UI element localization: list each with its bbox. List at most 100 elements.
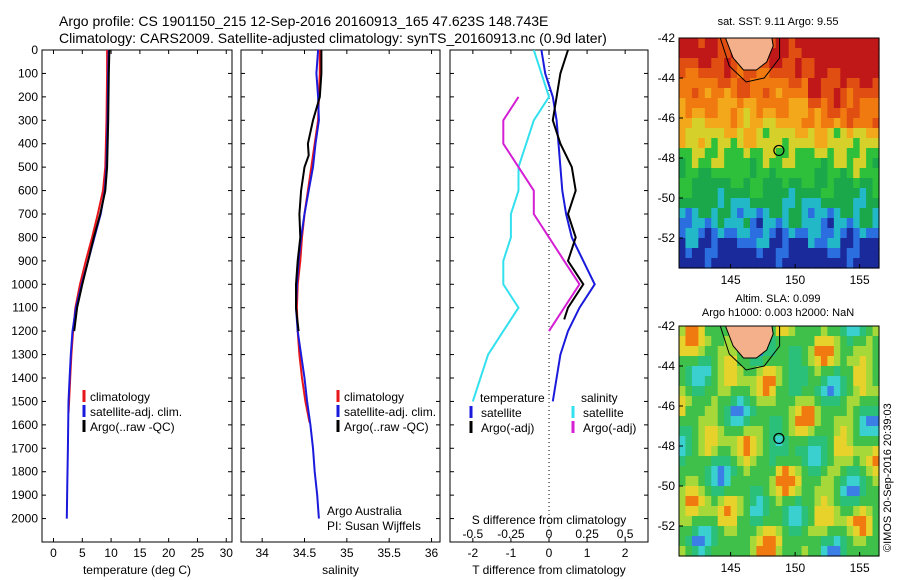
x-tick-label: 25 bbox=[191, 546, 205, 560]
map-cell bbox=[846, 526, 854, 537]
map-cell bbox=[814, 38, 822, 49]
map-cell bbox=[801, 386, 809, 397]
map-cell bbox=[724, 386, 732, 397]
map-cell bbox=[762, 118, 770, 129]
map-cell bbox=[679, 366, 687, 377]
map-cell bbox=[730, 406, 738, 417]
map-cell bbox=[775, 148, 783, 159]
map-cell bbox=[691, 546, 699, 557]
map-cell bbox=[691, 188, 699, 199]
map-cell bbox=[691, 58, 699, 69]
map-cell bbox=[775, 158, 783, 169]
map-cell bbox=[788, 396, 796, 407]
map-cell bbox=[711, 526, 719, 537]
map-cell bbox=[782, 58, 790, 69]
map-cell bbox=[756, 78, 764, 89]
map-cell bbox=[801, 346, 809, 357]
map-cell bbox=[827, 258, 835, 269]
argo-float-marker bbox=[773, 432, 785, 445]
map-cell bbox=[853, 218, 861, 229]
map-cell bbox=[730, 68, 738, 79]
map-cell bbox=[872, 58, 880, 69]
map-cell bbox=[685, 38, 693, 49]
map-cell bbox=[769, 198, 777, 209]
map-cell bbox=[795, 466, 803, 477]
map-cell bbox=[782, 198, 790, 209]
map-cell bbox=[820, 336, 828, 347]
map-cell bbox=[724, 536, 732, 547]
map-cell bbox=[808, 68, 816, 79]
map-cell bbox=[775, 466, 783, 477]
map-cell bbox=[730, 486, 738, 497]
plot-frame bbox=[41, 49, 233, 543]
y-tick-label: 800 bbox=[18, 230, 38, 244]
map-cell bbox=[866, 198, 874, 209]
map-cell bbox=[737, 68, 745, 79]
map-cell bbox=[827, 138, 835, 149]
map-cell bbox=[717, 178, 725, 189]
map-cell bbox=[795, 108, 803, 119]
map-cell bbox=[704, 416, 712, 427]
map-cell bbox=[711, 258, 719, 269]
map-cell bbox=[737, 228, 745, 239]
y-tick-label: -48 bbox=[658, 439, 676, 453]
map-cell bbox=[704, 546, 712, 557]
map-cell bbox=[698, 138, 706, 149]
map-cell bbox=[762, 88, 770, 99]
map-cell bbox=[846, 88, 854, 99]
map-cell bbox=[866, 346, 874, 357]
map-cell bbox=[749, 496, 758, 507]
panel-difference: -2 -1 0 1 2 T difference from climatology -0.5… bbox=[449, 49, 649, 577]
map-cell bbox=[788, 516, 796, 527]
map-cell bbox=[749, 526, 758, 537]
map-cell bbox=[788, 526, 796, 537]
map-cell bbox=[691, 178, 699, 189]
map-cell bbox=[685, 416, 693, 427]
map-cell bbox=[769, 98, 777, 109]
map-cell bbox=[769, 118, 777, 129]
map-cell bbox=[833, 336, 841, 347]
map-cell bbox=[859, 336, 867, 347]
map-cell bbox=[840, 486, 848, 497]
map-cell bbox=[679, 168, 687, 179]
map-cell bbox=[866, 208, 874, 219]
map-cell bbox=[704, 58, 712, 69]
map-cell bbox=[846, 198, 854, 209]
map-cell bbox=[840, 416, 848, 427]
map-cell bbox=[853, 326, 861, 337]
map-cell bbox=[762, 158, 770, 169]
map-cell bbox=[814, 536, 822, 547]
map-cell bbox=[795, 506, 803, 517]
map-cell bbox=[820, 356, 828, 367]
map-cell bbox=[704, 406, 712, 417]
y-tick-label: 900 bbox=[18, 254, 38, 268]
map-cell bbox=[872, 546, 880, 557]
map-cell bbox=[717, 346, 725, 357]
map-cell bbox=[698, 536, 706, 547]
map-cell bbox=[846, 446, 854, 457]
map-cell bbox=[808, 208, 816, 219]
map-cell bbox=[724, 346, 732, 357]
map-cell bbox=[820, 48, 828, 59]
y-tick-label: 1300 bbox=[11, 348, 38, 362]
map-cell bbox=[801, 178, 809, 189]
map-cell bbox=[717, 406, 725, 417]
map-cell bbox=[737, 108, 745, 119]
map-cell bbox=[775, 406, 783, 417]
x-tick-label: 35.5 bbox=[378, 546, 402, 560]
series-line-satellite bbox=[471, 49, 551, 402]
map-cell bbox=[801, 158, 809, 169]
map-cell bbox=[866, 476, 874, 487]
map-cell bbox=[846, 208, 854, 219]
map-cell bbox=[769, 516, 777, 527]
map-cell bbox=[756, 68, 764, 79]
map-cell bbox=[762, 356, 770, 367]
map-cell bbox=[782, 128, 790, 139]
map-cell bbox=[756, 108, 764, 119]
map-cell bbox=[762, 178, 770, 189]
map-cell bbox=[872, 486, 880, 497]
map-cell bbox=[762, 78, 770, 89]
map-cell bbox=[737, 128, 745, 139]
map-cell bbox=[788, 546, 796, 557]
map-cell bbox=[782, 78, 790, 89]
